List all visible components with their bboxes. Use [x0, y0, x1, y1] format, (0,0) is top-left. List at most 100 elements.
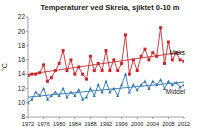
marker — [105, 79, 108, 82]
marker — [77, 88, 80, 91]
marker — [124, 33, 127, 36]
marker — [89, 55, 92, 58]
y-tick — [26, 17, 28, 18]
marker — [167, 79, 170, 82]
marker — [108, 69, 111, 72]
marker — [66, 69, 69, 72]
marker — [105, 49, 108, 52]
marker — [28, 101, 30, 104]
marker — [132, 83, 135, 86]
series-line — [28, 28, 184, 82]
marker — [120, 83, 123, 86]
y-tick — [26, 74, 28, 75]
marker — [42, 87, 45, 90]
marker — [132, 58, 135, 61]
marker — [93, 94, 96, 97]
marker — [73, 73, 76, 76]
marker — [171, 83, 174, 86]
marker — [183, 60, 185, 63]
y-tick — [26, 31, 28, 32]
x-tick — [152, 117, 153, 119]
marker — [183, 83, 185, 86]
x-tick — [168, 117, 169, 119]
x-tick-label: 2012 — [178, 121, 190, 127]
y-tick — [26, 45, 28, 46]
x-tick — [121, 117, 122, 119]
y-tick-label: 16 — [18, 56, 26, 63]
marker — [28, 74, 30, 77]
marker — [116, 69, 119, 72]
marker — [89, 87, 92, 90]
marker — [155, 55, 158, 58]
x-tick-label: 2008 — [162, 121, 174, 127]
marker — [66, 95, 69, 98]
marker — [147, 87, 150, 90]
marker — [167, 41, 170, 44]
marker — [62, 49, 65, 52]
marker — [34, 90, 37, 93]
marker — [159, 26, 162, 29]
marker — [34, 73, 37, 76]
x-tick-label: 1980 — [53, 121, 65, 127]
marker — [54, 90, 57, 93]
x-tick — [106, 117, 107, 119]
marker — [85, 95, 88, 98]
x-tick-label: 2000 — [131, 121, 143, 127]
marker — [42, 63, 45, 66]
marker — [147, 58, 150, 61]
y-tick-label: 12 — [18, 85, 26, 92]
y-tick — [26, 88, 28, 89]
marker — [171, 58, 174, 61]
trend-line — [28, 52, 184, 75]
marker — [50, 94, 53, 97]
marker — [81, 97, 84, 100]
marker — [69, 58, 72, 61]
marker — [54, 69, 57, 72]
x-tick — [43, 117, 44, 119]
marker — [155, 83, 158, 86]
y-tick-label: 8 — [21, 113, 25, 120]
x-tick — [74, 117, 75, 119]
legend-label: Maks — [169, 49, 185, 56]
marker — [136, 88, 139, 91]
y-tick-label: 22 — [18, 13, 26, 20]
marker — [128, 90, 131, 93]
x-tick-label: 1984 — [69, 121, 81, 127]
y-tick — [26, 102, 28, 103]
x-tick — [28, 117, 29, 119]
x-tick-label: 1976 — [37, 121, 49, 127]
marker — [77, 66, 80, 69]
x-tick-label: 1996 — [115, 121, 127, 127]
marker — [97, 83, 100, 86]
marker — [112, 87, 115, 90]
marker — [159, 78, 162, 81]
y-tick-label: 18 — [18, 42, 26, 49]
marker — [116, 94, 119, 97]
y-tick-label: 14 — [18, 70, 26, 77]
chart: Temperaturer ved Skreia, sjiktet 0-10 m°… — [0, 0, 215, 137]
marker — [140, 83, 143, 86]
marker — [163, 62, 166, 65]
marker — [179, 58, 182, 61]
marker — [151, 79, 154, 82]
x-tick-label: 2004 — [147, 121, 159, 127]
y-tick-label: 20 — [18, 28, 26, 35]
marker — [85, 78, 88, 81]
marker — [120, 62, 123, 65]
marker — [175, 81, 178, 84]
marker — [93, 69, 96, 72]
marker — [124, 72, 127, 75]
marker — [97, 62, 100, 65]
title: Temperaturer ved Skreia, sjiktet 0-10 m — [40, 3, 179, 12]
marker — [128, 73, 131, 76]
marker — [136, 69, 139, 72]
marker — [46, 97, 49, 100]
marker — [30, 73, 33, 76]
marker — [108, 90, 111, 93]
marker — [62, 87, 65, 90]
x-tick — [184, 117, 185, 119]
x-tick — [59, 117, 60, 119]
x-tick — [137, 117, 138, 119]
marker — [38, 71, 41, 74]
x-tick — [90, 117, 91, 119]
